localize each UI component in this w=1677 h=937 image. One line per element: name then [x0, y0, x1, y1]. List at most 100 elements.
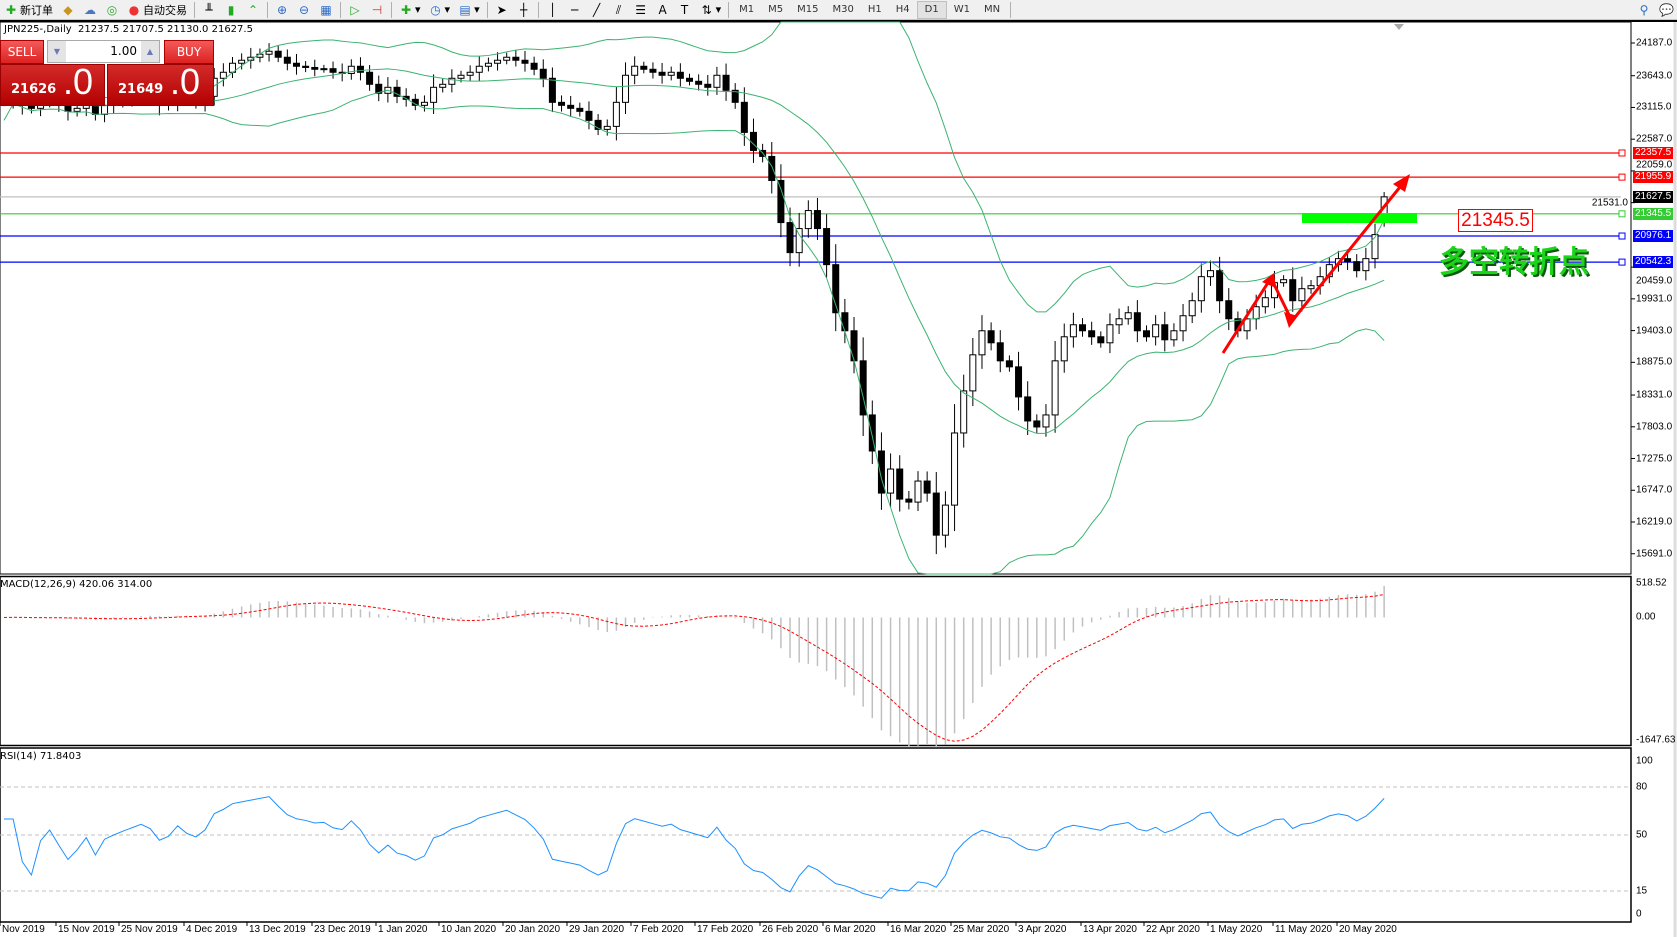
signal-button[interactable]: ◎ [101, 1, 123, 19]
candle-bull [1179, 315, 1187, 332]
candle-bull [978, 330, 986, 356]
timeframe-m30[interactable]: M30 [832, 4, 854, 15]
candle-bear [923, 480, 931, 494]
price-axis-label: 22059.0 [1636, 159, 1673, 171]
sell-price-button[interactable]: 21626 .0 [0, 61, 105, 106]
candle-bear [813, 210, 821, 230]
price-axis-label: 17803.0 [1636, 421, 1673, 433]
volume-input[interactable]: 1.00 [110, 44, 137, 58]
divider [728, 1, 730, 18]
candle-bear [640, 65, 648, 70]
date-axis-label: 20 May 2020 [1339, 924, 1397, 935]
level-price-tag: 21955.9 [1633, 171, 1673, 184]
timeframe-w1[interactable]: W1 [953, 4, 970, 15]
volume-decrease-button[interactable]: ▼ [48, 41, 66, 62]
buy-button[interactable]: BUY [164, 40, 214, 64]
candle-bull [1197, 276, 1205, 302]
candles [0, 43, 1388, 555]
candle-bear [64, 104, 72, 112]
candle-bear [302, 65, 310, 68]
horizontal-line-button[interactable]: ─ [564, 1, 586, 19]
timeframe-mn[interactable]: MN [983, 4, 1001, 15]
candle-bear [823, 228, 831, 266]
crosshair-icon: ┼ [519, 2, 528, 17]
candle-bull [1124, 312, 1132, 320]
equidistant-channel-button[interactable]: ⫽ [608, 1, 630, 19]
candle-bull [347, 65, 355, 74]
candlestick-button[interactable]: ▮ [220, 1, 242, 19]
data-window-button[interactable]: ☁ [79, 1, 101, 19]
bar-chart-button[interactable]: ╨ [198, 1, 220, 19]
templates-button[interactable]: ▤ ▾ [459, 2, 480, 17]
line-chart-button[interactable]: ⌃ [242, 1, 264, 19]
chat-button[interactable]: 💬 [1655, 1, 1677, 19]
fibonacci-button[interactable]: ☰ [630, 1, 652, 19]
buy-price: 21649 [118, 82, 164, 97]
auto-trading-button[interactable]: ● 自动交易 [123, 1, 191, 19]
data-window-icon: ☁ [84, 2, 96, 17]
candle-bear [749, 131, 757, 151]
level-price-tag: 21627.5 [1633, 190, 1673, 203]
auto-scroll-button[interactable]: ▷ [344, 1, 366, 19]
timeframe-h4[interactable]: H4 [895, 4, 910, 15]
indicators-button[interactable]: ✚ ▾ [400, 2, 421, 17]
sell-button[interactable]: SELL [0, 40, 44, 64]
candle-bear [1344, 258, 1352, 263]
date-axis-label: 25 Nov 2019 [121, 924, 178, 935]
candle-bull [457, 74, 465, 79]
rsi-axis-label: 80 [1636, 781, 1648, 793]
candle-bull [622, 74, 630, 103]
reversal-point-annotation[interactable]: 多空转折点 [1439, 245, 1589, 280]
new-order-icon: ✚ [5, 2, 17, 17]
level-handle [1618, 258, 1626, 266]
rsi-line [4, 796, 1385, 899]
candle-bear [283, 56, 291, 64]
arrows-button[interactable]: ⇅ ▾ [701, 2, 722, 17]
cursor-icon: ➤ [496, 2, 507, 17]
tile-windows-button[interactable]: ▦ [315, 1, 337, 19]
volume-increase-button[interactable]: ▲ [141, 41, 159, 62]
trendline-button[interactable]: ╱ [586, 1, 608, 19]
candle-bull [969, 354, 977, 392]
new-order-button[interactable]: ✚ 新订单 [0, 1, 57, 19]
zoom-in-button[interactable]: ⊕ [271, 1, 293, 19]
level-handle [1618, 149, 1626, 157]
date-axis-label: 25 Mar 2020 [953, 924, 1010, 935]
volume-stepper[interactable]: ▼ 1.00 ▲ [47, 40, 160, 63]
timeframe-h1[interactable]: H1 [867, 4, 882, 15]
timeframe-m5[interactable]: M5 [768, 4, 784, 15]
candle-bear [1133, 312, 1141, 332]
candle-bull [475, 65, 483, 73]
price-axis-label: 16219.0 [1636, 516, 1673, 528]
buy-price-button[interactable]: 21649 .0 [107, 61, 214, 106]
crosshair-button[interactable]: ┼ [513, 1, 535, 19]
date-axis-label: 16 Mar 2020 [890, 924, 947, 935]
candle-bull [795, 228, 803, 254]
cursor-button[interactable]: ➤ [491, 1, 513, 19]
candle-bear [1161, 324, 1169, 341]
fibonacci-icon: ☰ [635, 2, 646, 17]
timeframe-d1[interactable]: D1 [916, 0, 947, 19]
chart-shift-button[interactable]: ⊣ [366, 1, 388, 19]
text-button[interactable]: A [652, 1, 674, 19]
timeframe-m15[interactable]: M15 [797, 4, 819, 15]
chat-icon: 💬 [1659, 2, 1674, 17]
date-axis-label: 7 Feb 2020 [633, 924, 684, 935]
zoom-out-button[interactable]: ⊖ [293, 1, 315, 19]
candle-bear [676, 71, 684, 79]
buy-price-fraction: .0 [170, 61, 201, 102]
candle-bull [1115, 318, 1123, 326]
timeframe-m1[interactable]: M1 [739, 4, 755, 15]
periods-button[interactable]: ◷ ▾ [430, 2, 451, 17]
chart-shift-icon: ⊣ [371, 2, 383, 17]
candle-bear [311, 66, 319, 70]
text-label-button[interactable]: T [674, 1, 696, 19]
price-annotation-label[interactable]: 21345.5 [1458, 209, 1533, 232]
level-handle [1618, 173, 1626, 181]
candle-bull [1170, 330, 1178, 341]
vertical-line-button[interactable]: │ [542, 1, 564, 19]
market-watch-button[interactable]: ◆ [57, 1, 79, 19]
rsi-axis-label: 50 [1636, 829, 1648, 841]
search-button[interactable]: ⚲ [1633, 1, 1655, 19]
